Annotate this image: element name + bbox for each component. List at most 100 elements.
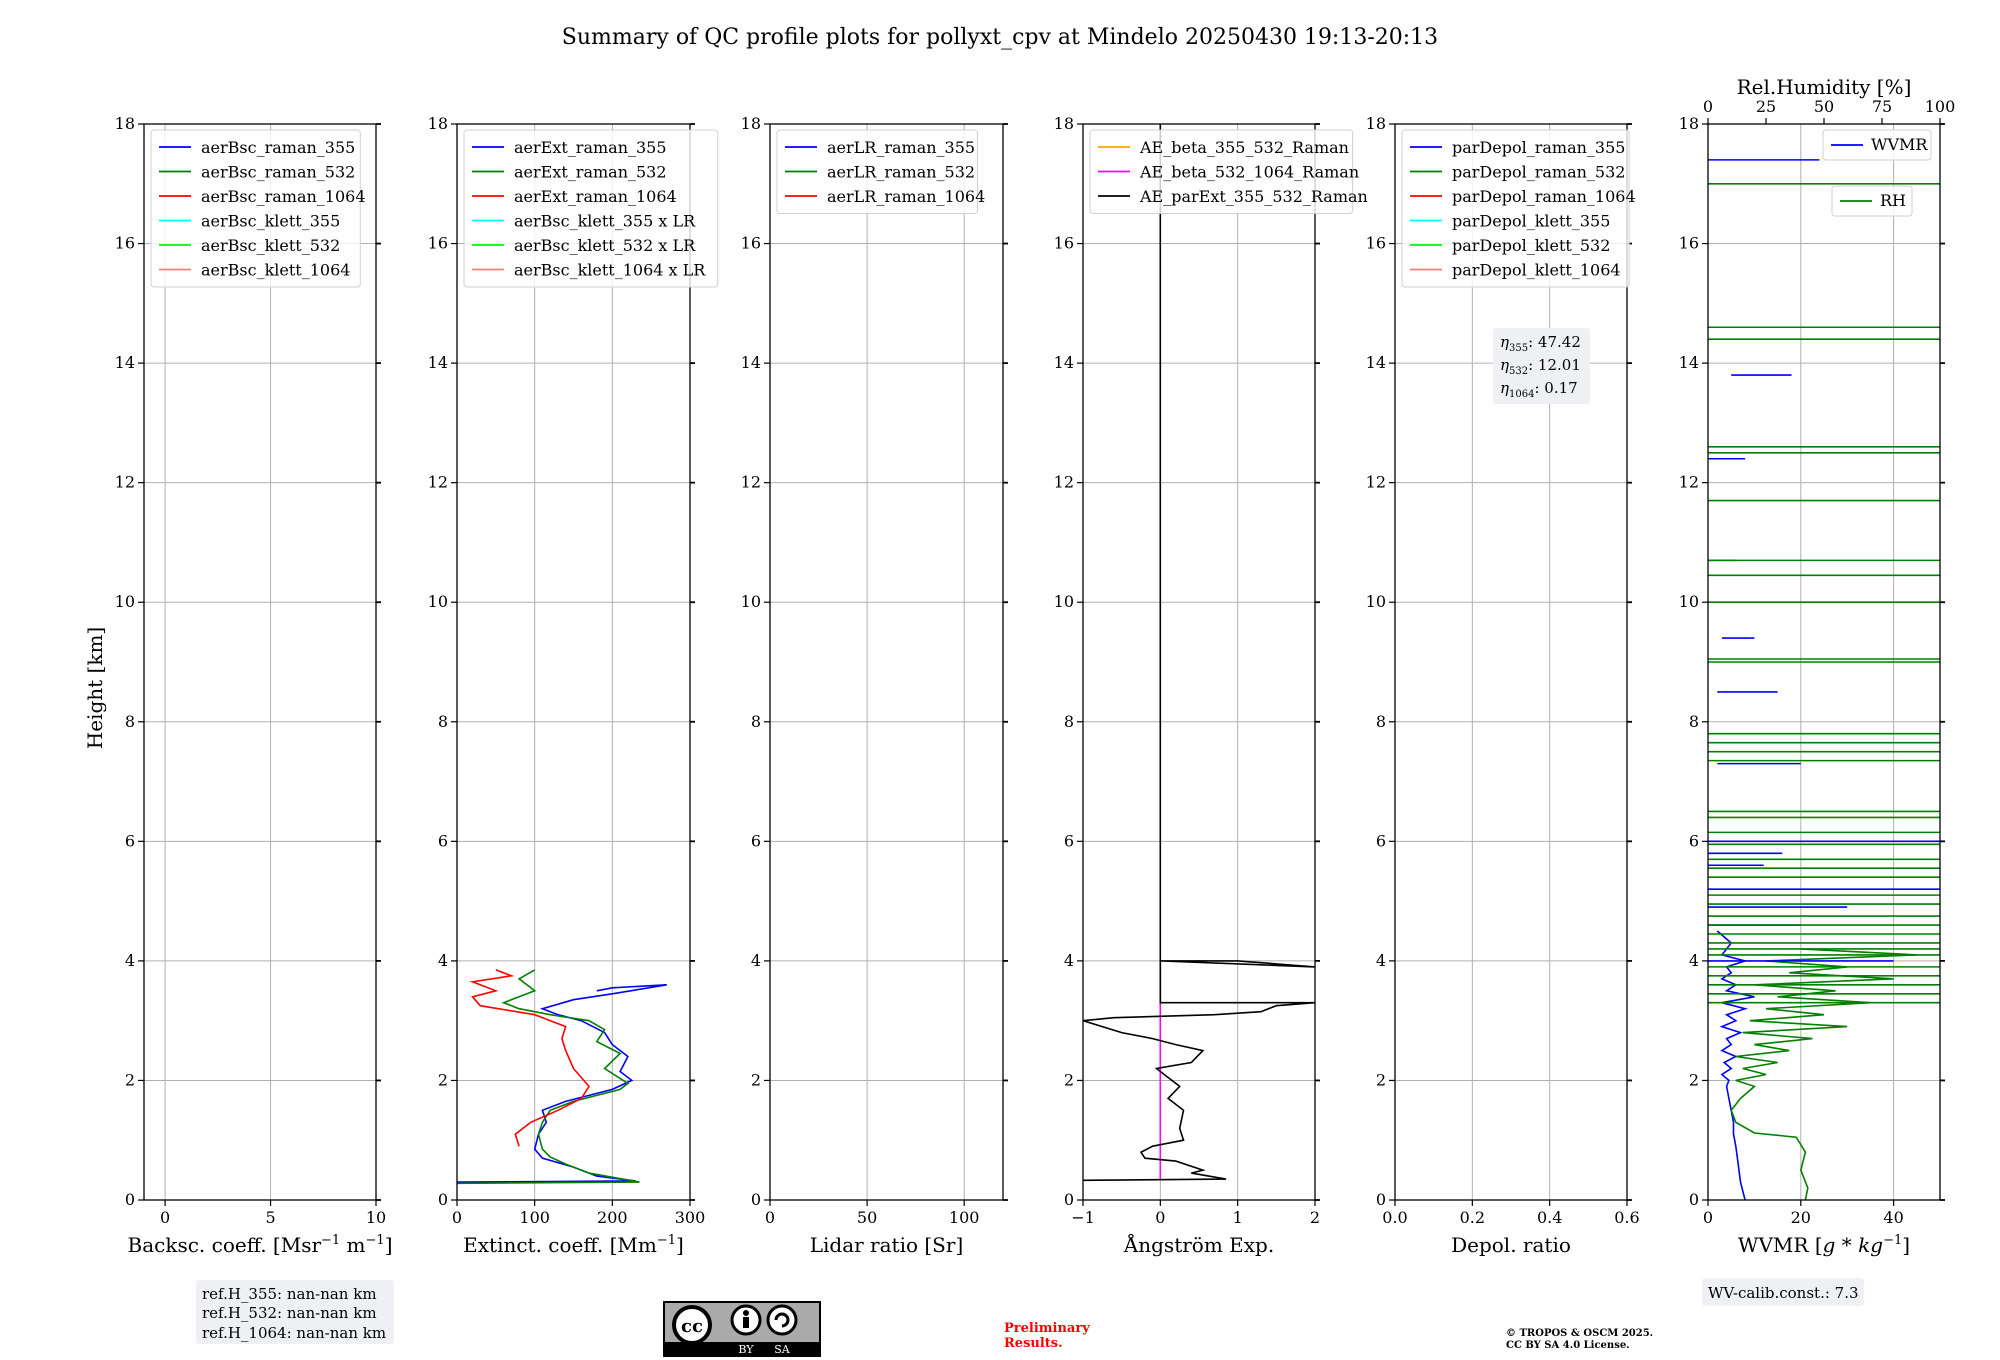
figure-title: Summary of QC profile plots for pollyxt_… [562, 25, 1438, 50]
y-tick-label: 4 [1064, 951, 1074, 970]
y-tick-label: 4 [751, 951, 761, 970]
legend-WVMR: WVMR [1822, 129, 1932, 161]
y-tick-label: 10 [428, 592, 448, 611]
legend-label: aerBsc_klett_1064 x LR [514, 261, 706, 280]
y-tick-label: 14 [1054, 353, 1074, 372]
x-label-sup: −1 [1883, 1233, 1902, 1248]
svg-text:SA: SA [774, 1343, 791, 1356]
x-tick-label: 10 [366, 1208, 386, 1227]
legend-label: aerBsc_klett_355 x LR [514, 212, 696, 231]
svg-text:cc: cc [681, 1316, 703, 1337]
y-tick-label: 16 [1366, 234, 1386, 253]
y-tick-label: 8 [1689, 712, 1699, 731]
legend-label: parDepol_raman_355 [1452, 138, 1625, 157]
legend-label: parDepol_klett_1064 [1452, 261, 1621, 280]
x-tick-label: 0.2 [1460, 1208, 1485, 1227]
axes-frame [769, 123, 1004, 1201]
top-tick-label: 50 [1814, 97, 1834, 116]
y-tick-label: 0 [125, 1190, 135, 1209]
y-tick-label: 2 [438, 1070, 448, 1089]
legend-label: parDepol_klett_532 [1452, 236, 1610, 255]
axes-frame [456, 123, 691, 1201]
y-tick-label: 18 [741, 114, 761, 133]
x-tick-label: 1 [1233, 1208, 1243, 1227]
y-tick-label: 12 [1679, 473, 1699, 492]
ref-height-532: ref.H_532: nan-nan km [202, 1304, 377, 1322]
y-tick-label: 8 [751, 712, 761, 731]
x-tick-label: 5 [265, 1208, 275, 1227]
legend: parDepol_raman_355 parDepol_raman_532 parD… [1401, 129, 1636, 288]
x-axis-label: WVMR [g * kg−1] [1738, 1233, 1910, 1257]
legend-box [463, 129, 719, 288]
legend-label: AE_beta_355_532_Raman [1139, 138, 1349, 157]
y-tick-label: 16 [428, 234, 448, 253]
legend-label: parDepol_raman_1064 [1452, 187, 1636, 206]
y-tick-label: 6 [125, 831, 135, 850]
data-layer [1083, 124, 1315, 1182]
x-tick-label: 2 [1310, 1208, 1320, 1227]
cc-icon [672, 1305, 712, 1345]
y-tick-label: 4 [125, 951, 135, 970]
y-tick-label: 18 [1366, 114, 1386, 133]
legend-label: aerExt_raman_532 [514, 163, 667, 182]
panel-5: 0.0 0.2 0.4 0.6 0 2 4 6 8 10 12 14 16 18 Depol. ratio p… [1366, 114, 1640, 1257]
svg-text:η1064: 0.17: η1064: 0.17 [1500, 379, 1578, 400]
x-tick-label: 0.0 [1382, 1208, 1407, 1227]
x-tick-label: 50 [857, 1208, 877, 1227]
reference-heights-box: ref.H_355: nan-nan km ref.H_532: nan-nan… [196, 1280, 394, 1344]
y-tick-label: 8 [438, 712, 448, 731]
legend: aerBsc_raman_355 aerBsc_raman_532 aerBsc_r… [150, 129, 366, 288]
legend-label: aerBsc_klett_1064 [201, 261, 350, 280]
series-WVMR [1716, 930, 1755, 1200]
y-tick-label: 10 [115, 592, 135, 611]
legend-label: aerBsc_klett_532 x LR [514, 236, 696, 255]
y-tick-label: 2 [1689, 1070, 1699, 1089]
legend-label: aerBsc_klett_355 [201, 212, 340, 231]
y-tick-label: 12 [1366, 473, 1386, 492]
x-tick-label: 0 [452, 1208, 462, 1227]
legend-label: RH [1880, 191, 1906, 210]
legend-label: aerExt_raman_355 [514, 138, 667, 157]
x-label-math: g * kg [1823, 1233, 1883, 1257]
y-tick-label: 6 [751, 831, 761, 850]
legend-label: aerLR_raman_1064 [827, 187, 985, 206]
legend-box [776, 129, 978, 214]
legend-RH: RH [1831, 185, 1913, 217]
legend-label: aerBsc_raman_532 [201, 163, 355, 182]
x-axis-label: Lidar ratio [Sr] [810, 1233, 964, 1257]
y-tick-label: 8 [1064, 712, 1074, 731]
x-label-text: Extinct. coeff. [Mm [463, 1233, 657, 1257]
legend-label: parDepol_klett_355 [1452, 212, 1610, 231]
x-tick-label: −1 [1071, 1208, 1095, 1227]
legend: AE_beta_355_532_Raman AE_beta_532_1064_Ra… [1089, 129, 1368, 214]
ref-height-355: ref.H_355: nan-nan km [202, 1285, 377, 1303]
cc-by-sa-license-badge: cc BY SA [663, 1301, 821, 1357]
x-axis-label: Depol. ratio [1451, 1233, 1571, 1257]
y-tick-label: 16 [115, 234, 135, 253]
y-tick-label: 14 [1679, 353, 1699, 372]
y-tick-label: 18 [1054, 114, 1074, 133]
series-aerExt_raman_1064 [469, 969, 590, 1147]
x-label-text: Lidar ratio [Sr] [810, 1233, 964, 1257]
y-tick-label: 16 [1054, 234, 1074, 253]
x-label-text: Ångström Exp. [1123, 1232, 1274, 1257]
legend-box [1822, 129, 1932, 161]
legend-label: aerBsc_klett_532 [201, 236, 340, 255]
x-axis-label: Extinct. coeff. [Mm−1] [463, 1233, 684, 1257]
legend: aerLR_raman_355 aerLR_raman_532 aerLR_rama… [776, 129, 985, 214]
y-tick-label: 16 [1679, 234, 1699, 253]
x-tick-label: 40 [1883, 1208, 1903, 1227]
y-tick-label: 4 [1689, 951, 1699, 970]
eta-calibration-box: η355: 47.42 η532: 12.01 η1064: 0.17 [1493, 328, 1590, 404]
y-tick-label: 10 [741, 592, 761, 611]
x-label-sup: −1 [366, 1233, 385, 1248]
x-tick-label: 0.4 [1537, 1208, 1562, 1227]
top-tick-label: 0 [1703, 97, 1713, 116]
series-RH [1730, 948, 1917, 1200]
y-tick-label: 2 [1064, 1070, 1074, 1089]
x-tick-label: 20 [1791, 1208, 1811, 1227]
legend-box [1089, 129, 1354, 214]
axes-frame [1394, 123, 1628, 1201]
